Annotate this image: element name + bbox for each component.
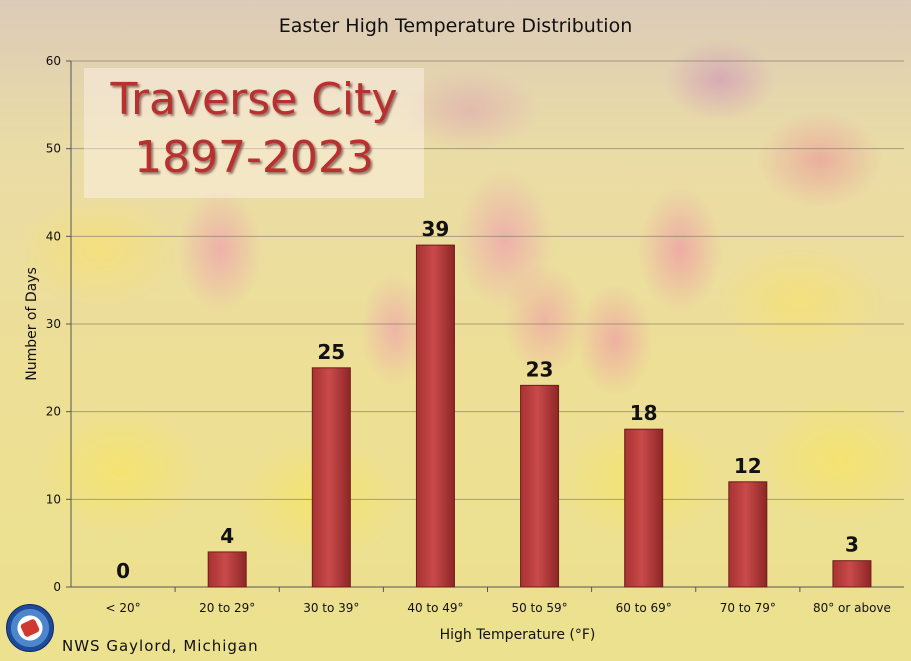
- y-tick-label: 40: [46, 229, 61, 243]
- data-label: 0: [116, 559, 130, 583]
- bar: [624, 428, 664, 588]
- data-label: 39: [422, 217, 450, 241]
- x-tick-label: 70 to 79°: [720, 601, 776, 615]
- data-label: 18: [630, 401, 658, 425]
- y-tick-label: 0: [53, 580, 61, 594]
- y-axis-title: Number of Days: [24, 267, 40, 381]
- x-tick-label: 60 to 69°: [616, 601, 672, 615]
- x-tick-label: < 20°: [105, 601, 140, 615]
- bar: [207, 551, 247, 588]
- data-label: 12: [734, 454, 762, 478]
- x-tick-label: 30 to 39°: [303, 601, 359, 615]
- x-tick-label: 50 to 59°: [511, 601, 567, 615]
- data-label: 23: [526, 357, 554, 381]
- bar: [415, 244, 455, 588]
- location-overlay-box: [84, 68, 424, 198]
- x-tick-label: 20 to 29°: [199, 601, 255, 615]
- bar: [728, 481, 768, 588]
- bar: [311, 367, 351, 588]
- data-label: 25: [317, 340, 345, 364]
- data-label: 3: [845, 533, 859, 557]
- y-tick-label: 20: [46, 405, 61, 419]
- nws-logo-icon: [6, 604, 54, 652]
- x-tick-label: 40 to 49°: [407, 601, 463, 615]
- x-tick-label: 80° or above: [813, 601, 891, 615]
- y-tick-label: 50: [46, 142, 61, 156]
- x-axis-title: High Temperature (°F): [440, 627, 596, 643]
- period-title: 1897-2023: [134, 132, 374, 183]
- footer-credit: NWS Gaylord, Michigan: [62, 637, 259, 655]
- y-tick-label: 60: [46, 54, 61, 68]
- chart-title: Easter High Temperature Distribution: [278, 15, 633, 37]
- location-title: Traverse City: [110, 74, 398, 125]
- data-label: 4: [220, 524, 234, 548]
- bar: [832, 560, 872, 588]
- y-tick-label: 30: [46, 317, 61, 331]
- y-tick-label: 10: [46, 492, 61, 506]
- bar: [520, 384, 560, 588]
